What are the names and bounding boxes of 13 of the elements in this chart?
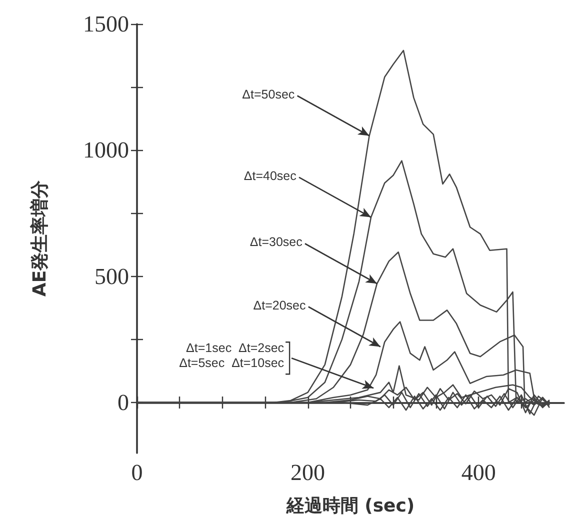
annotation: Δt=30sec: [250, 235, 302, 250]
y-tick-label: 0: [118, 390, 129, 416]
x-tick-label: 200: [290, 460, 326, 485]
y-axis-title: AE発生率増分: [28, 179, 50, 297]
y-tick-label: 1500: [83, 12, 129, 36]
x-tick-label: 400: [461, 460, 496, 485]
annotation: Δt=1sec Δt=2sec Δt=5sec Δt=10sec: [179, 340, 284, 370]
annotation: Δt=40sec: [244, 168, 296, 183]
annotation: Δt=50sec: [242, 87, 295, 102]
annotation: Δt=20sec: [253, 298, 306, 312]
x-axis-title: 経過時間 (sec): [285, 496, 415, 516]
y-tick-label: 500: [94, 264, 129, 289]
y-tick-label: 1000: [83, 138, 129, 163]
